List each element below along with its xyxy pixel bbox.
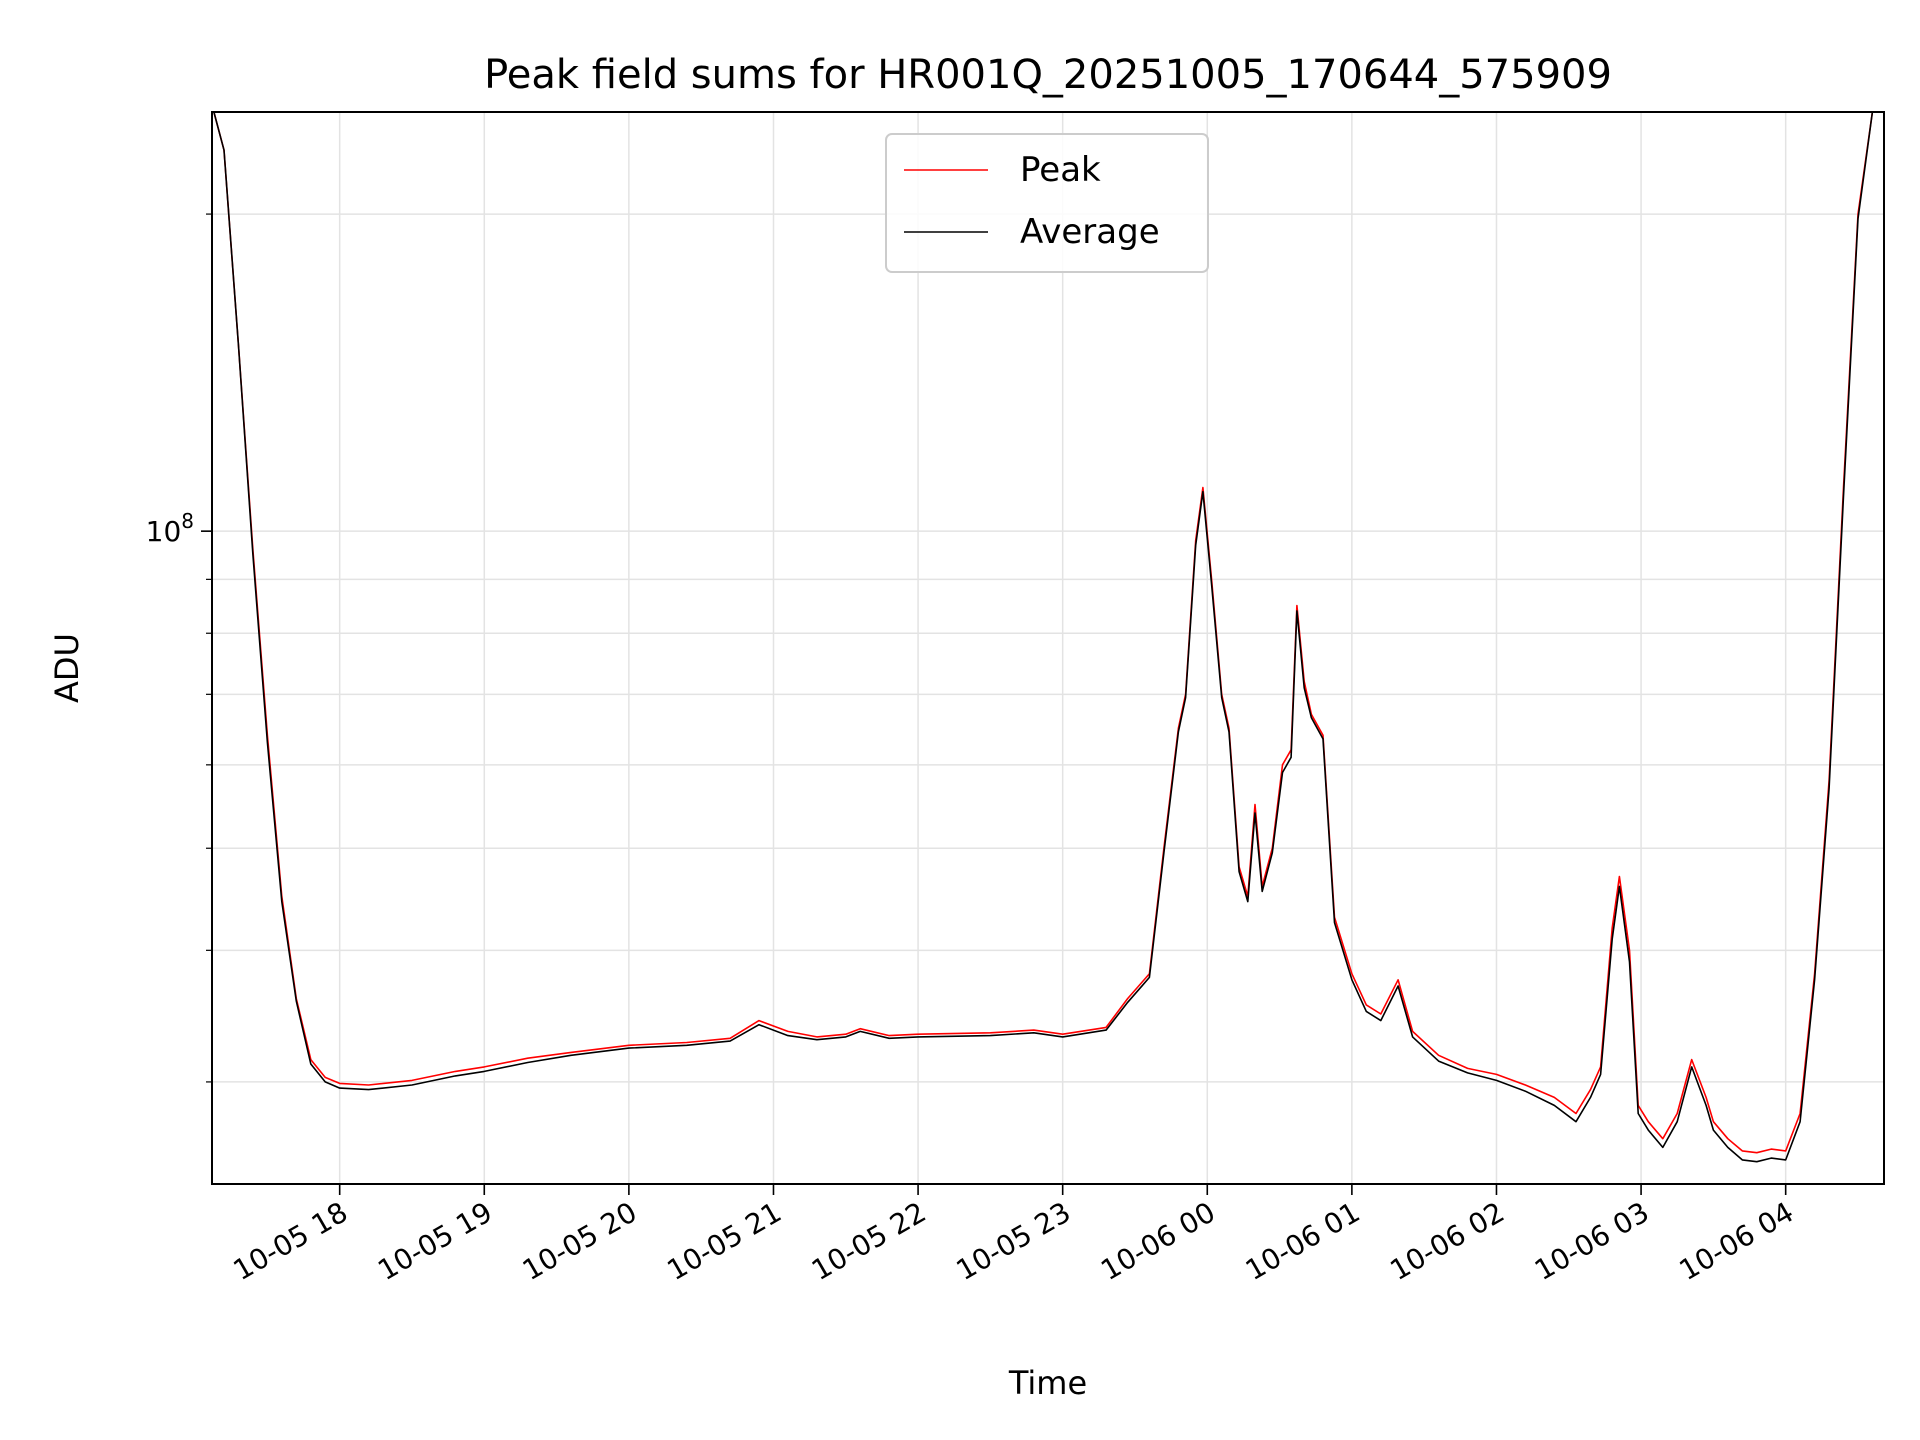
legend-label-peak: Peak [1020,150,1101,190]
chart-title: Peak field sums for HR001Q_20251005_1706… [484,52,1612,98]
series-line-average [213,112,1884,1163]
x-axis-title: Time [1008,1364,1087,1402]
y-tick-label-exponent: 8 [181,509,194,533]
y-axis: 108 [146,213,212,1083]
y-axis-title: ADU [48,633,86,703]
legend: Peak Average [885,133,1209,273]
series-layer [213,112,1884,1163]
legend-box [885,133,1209,273]
grid [212,112,1884,1184]
legend-label-average: Average [1020,212,1160,252]
y-tick-label: 108 [146,509,194,548]
plot-frame [211,111,1885,1185]
y-tick-label-base: 10 [146,515,182,548]
